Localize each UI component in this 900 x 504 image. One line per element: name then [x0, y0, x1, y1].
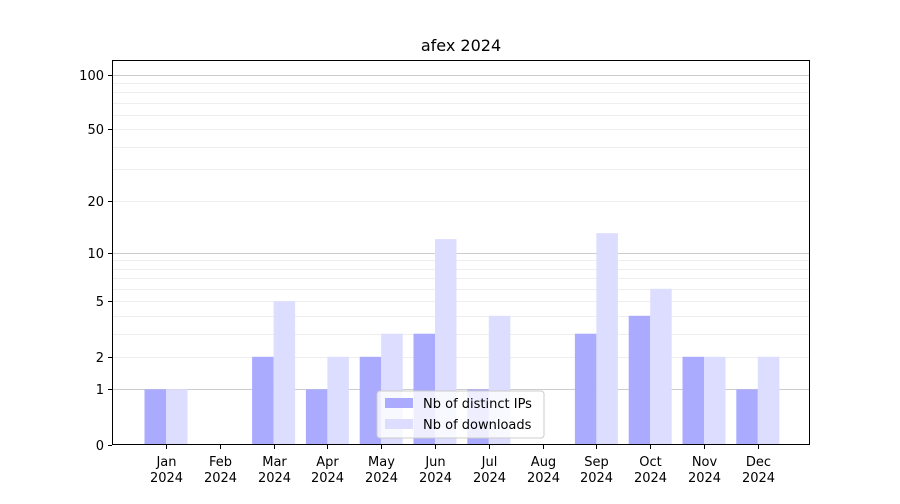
legend-label-distinct-ips: Nb of distinct IPs	[423, 397, 532, 412]
x-tick-label-year: 2024	[634, 471, 667, 486]
plot-frame	[112, 60, 810, 445]
y-tick-label: 20	[87, 195, 104, 210]
bar-distinct-ips-may	[359, 356, 382, 445]
legend-swatch-downloads	[385, 419, 413, 429]
y-tick-label: 5	[96, 295, 104, 310]
x-tick-label-year: 2024	[688, 471, 721, 486]
legend-swatch-distinct-ips	[385, 398, 413, 408]
x-tick-label-month: Sep	[584, 455, 609, 470]
x-tick-label-month: Feb	[209, 455, 232, 470]
x-tick-label-month: Oct	[639, 455, 661, 470]
x-tick-label-month: Mar	[262, 455, 287, 470]
bar-downloads-sep	[596, 233, 618, 445]
grid	[112, 75, 810, 390]
y-tick-label: 0	[96, 439, 104, 454]
x-tick-label-month: Dec	[746, 455, 771, 470]
bar-distinct-ips-oct	[628, 315, 651, 445]
x-tick-label-year: 2024	[742, 471, 775, 486]
x-tick-label-month: Jan	[155, 455, 176, 470]
x-tick-label-month: Nov	[692, 455, 718, 470]
y-tick-label: 2	[96, 351, 104, 366]
x-tick-label-year: 2024	[527, 471, 560, 486]
x-tick-label-year: 2024	[311, 471, 344, 486]
bar-distinct-ips-nov	[682, 356, 704, 445]
bar-downloads-nov	[704, 356, 726, 445]
y-tick-label: 100	[79, 69, 104, 84]
x-tick-label-month: Jun	[424, 455, 445, 470]
x-tick-label-year: 2024	[204, 471, 237, 486]
chart-title: afex 2024	[421, 36, 501, 55]
x-tick-label-month: Jul	[481, 455, 498, 470]
x-tick-label-year: 2024	[419, 471, 452, 486]
bar-distinct-ips-jan	[144, 389, 166, 445]
bar-distinct-ips-mar	[252, 356, 274, 445]
bar-downloads-jan	[166, 389, 188, 445]
x-axis: Jan2024Feb2024Mar2024Apr2024May2024Jun20…	[150, 445, 775, 486]
legend-label-downloads: Nb of downloads	[423, 418, 532, 433]
y-tick-label: 50	[87, 123, 104, 138]
x-tick-label-year: 2024	[258, 471, 291, 486]
y-tick-label: 1	[96, 383, 104, 398]
y-axis: 0 1 2 5 10 20 50 100	[79, 69, 112, 454]
y-tick-label: 10	[87, 247, 104, 262]
bar-downloads-mar	[273, 301, 296, 445]
legend: Nb of distinct IPs Nb of downloads	[376, 390, 545, 439]
bars	[144, 233, 780, 445]
x-tick-label-year: 2024	[150, 471, 183, 486]
bar-downloads-oct	[650, 288, 672, 445]
x-tick-label-year: 2024	[580, 471, 613, 486]
x-tick-label-year: 2024	[365, 471, 398, 486]
bar-distinct-ips-sep	[574, 333, 597, 445]
x-tick-label-month: Aug	[531, 455, 556, 470]
x-tick-label-year: 2024	[473, 471, 506, 486]
bar-downloads-apr	[327, 356, 349, 445]
bar-distinct-ips-apr	[305, 389, 328, 445]
x-tick-label-month: May	[368, 455, 395, 470]
x-tick-label-month: Apr	[316, 455, 339, 470]
legend-frame	[376, 390, 545, 439]
bar-distinct-ips-dec	[736, 389, 758, 445]
bar-downloads-dec	[757, 356, 780, 445]
